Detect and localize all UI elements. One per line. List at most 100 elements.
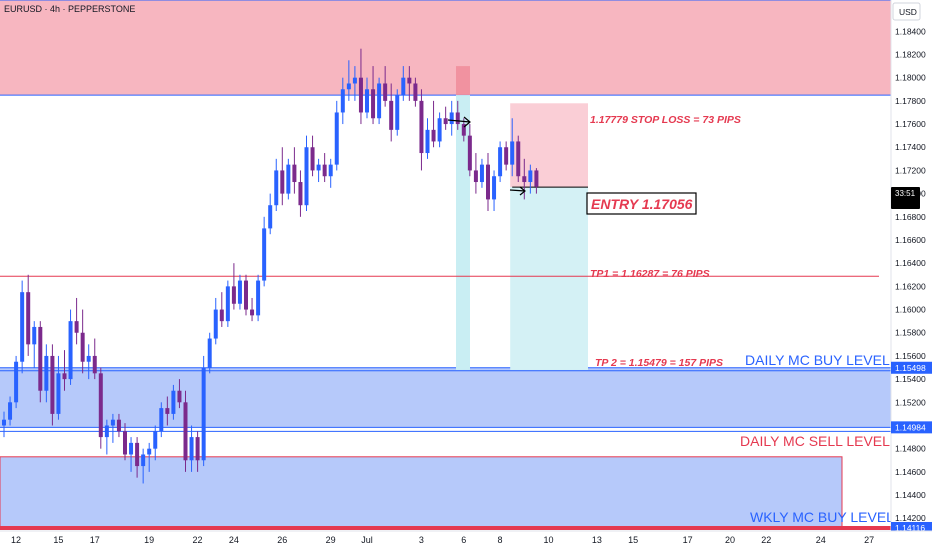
candle-body [510, 141, 515, 165]
x-tick-label: 24 [229, 535, 239, 545]
candle-body [26, 292, 31, 345]
candle-body [455, 112, 460, 125]
stop-loss-label: 1.17779 STOP LOSS = 73 PIPS [590, 114, 741, 126]
candle-body [141, 454, 146, 467]
candle-body [8, 402, 13, 420]
y-tick-label: 1.14800 [895, 444, 926, 454]
candle-body [534, 170, 539, 187]
currency-button[interactable] [892, 2, 921, 21]
candle-body [98, 373, 103, 438]
candle-body [213, 309, 218, 339]
candle-body [352, 77, 357, 84]
current-price-tag [891, 187, 920, 209]
candle-body [147, 448, 152, 455]
candle-body [110, 419, 115, 426]
candle-body [153, 431, 158, 449]
prev-risk-marker [456, 66, 470, 96]
weekly-bottom-band [0, 526, 891, 530]
time-axis [0, 531, 932, 550]
price-tag-label: 1.14116 [895, 523, 925, 533]
candle-body [340, 89, 345, 113]
currency-label: USD [899, 7, 917, 17]
candle-body [365, 89, 369, 113]
y-tick-label: 1.15400 [895, 374, 926, 384]
candle-body [165, 408, 170, 414]
candle-body [201, 367, 206, 461]
y-tick-label: 1.17800 [895, 96, 926, 106]
candle-body [522, 176, 527, 183]
y-tick-label: 1.15800 [895, 328, 926, 338]
candle-body [383, 83, 388, 101]
x-tick-label: 10 [543, 535, 553, 545]
tp2-label: TP 2 = 1.15479 = 157 PIPS [595, 357, 723, 369]
prev-reward-marker [456, 95, 470, 370]
x-tick-label: 6 [461, 535, 466, 545]
candle-body [504, 147, 509, 165]
candle-body [407, 77, 412, 84]
candle-body [371, 89, 376, 119]
y-tick-label: 1.18200 [895, 49, 926, 59]
x-tick-label: 20 [725, 535, 735, 545]
y-tick-label: 1.15600 [895, 351, 926, 361]
candle-body [298, 182, 303, 206]
candle-body [177, 390, 182, 403]
candle-body [262, 228, 267, 281]
candle-body [135, 442, 140, 467]
candle-body [62, 373, 67, 380]
candle-body [171, 390, 176, 414]
tp1-label: TP1 = 1.16287 = 76 PIPS [590, 268, 710, 280]
x-tick-label: 24 [816, 535, 826, 545]
x-tick-label: 15 [53, 535, 63, 545]
price-tag [891, 361, 932, 374]
candle-body [498, 147, 503, 177]
candle-body [256, 280, 261, 316]
candle-body [123, 431, 127, 455]
candle-body [322, 164, 327, 177]
candle-body [358, 77, 363, 113]
candle-body [189, 437, 194, 461]
candle-body [116, 419, 121, 432]
candle-body [461, 124, 466, 136]
candle-body [479, 164, 484, 183]
candle-body [304, 147, 309, 206]
risk-zone [510, 103, 588, 188]
y-tick-label: 1.16200 [895, 281, 926, 291]
arrow-annotation-1 [447, 116, 471, 128]
candle-body [328, 164, 333, 177]
candle-body [74, 321, 79, 333]
y-tick-label: 1.18000 [895, 73, 926, 83]
candle-body [377, 83, 382, 119]
weekly-buy-level-label: WKLY MC BUY LEVEL [750, 509, 894, 525]
y-tick-label: 1.17200 [895, 165, 926, 175]
candle-body [86, 355, 91, 362]
candle-body [280, 170, 285, 194]
price-axis [891, 0, 932, 550]
x-tick-label: 29 [326, 535, 336, 545]
candle-body [334, 112, 339, 165]
candle-body [346, 83, 351, 90]
candle-body [401, 77, 406, 96]
y-tick-label: 1.18400 [895, 26, 926, 36]
candle-body [50, 355, 55, 414]
x-tick-label: 17 [90, 535, 100, 545]
candle-body [516, 141, 521, 177]
countdown-label: 33:51 [895, 189, 916, 198]
y-tick-label: 1.14200 [895, 513, 926, 523]
y-tick-label: 1.17400 [895, 142, 926, 152]
y-tick-label: 1.14600 [895, 467, 926, 477]
x-tick-label: 12 [11, 535, 21, 545]
candle-body [292, 164, 297, 183]
candle-body [44, 355, 49, 391]
x-tick-label: 27 [864, 535, 874, 545]
entry-label: ENTRY 1.17056 [591, 196, 693, 212]
candle-body [219, 309, 224, 322]
y-tick-label: 1.16000 [895, 305, 926, 315]
candle-body [316, 164, 321, 171]
candle-body [92, 355, 97, 374]
y-tick-label: 1.14400 [895, 490, 926, 500]
y-tick-label: 1.16400 [895, 258, 926, 268]
candle-body [286, 164, 291, 194]
x-tick-label: 22 [193, 535, 203, 545]
candle-body [467, 135, 472, 171]
